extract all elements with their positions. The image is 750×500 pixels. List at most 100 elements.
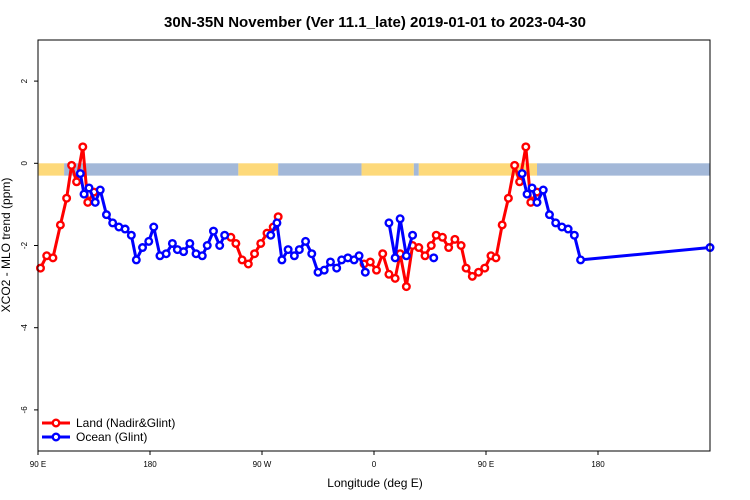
series-1-point-0-11 xyxy=(138,243,148,253)
y-tick-label-3: -4 xyxy=(20,324,29,332)
series-0-point-1-3 xyxy=(243,259,253,269)
series-0-point-2-19 xyxy=(474,267,484,277)
series-0-point-2-14 xyxy=(444,243,454,253)
y-tick-label-1: 0 xyxy=(20,161,29,166)
series-1-point-0-6 xyxy=(108,218,118,228)
series-1-point-0-15 xyxy=(161,249,171,259)
series-0-point-2-18 xyxy=(467,271,477,281)
series-1-point-0-23 xyxy=(208,226,218,236)
series-1 xyxy=(75,169,715,277)
legend-label-0: Land (Nadir&Glint) xyxy=(76,416,175,430)
series-1-point-1-9 xyxy=(319,265,329,275)
x-tick-label-4: 90 E xyxy=(478,460,494,469)
strip-land-3 xyxy=(238,163,279,176)
series-1-point-4-4 xyxy=(538,185,548,195)
x-tick-label-5: 180 xyxy=(591,460,605,469)
y-tick-label-2: -2 xyxy=(20,241,29,249)
series-1-point-1-0 xyxy=(266,230,276,240)
series-1-point-0-19 xyxy=(185,238,195,248)
x-axis: 90 E 180 90 W 0 90 E 180 xyxy=(30,451,605,469)
series-0-point-0-2 xyxy=(48,253,58,263)
series-0-point-2-24 xyxy=(503,193,513,203)
y-tick-label-4: -6 xyxy=(20,406,29,414)
series-1-point-0-3 xyxy=(90,197,100,207)
strip-ocean-2 xyxy=(64,163,239,176)
series-1-point-1-4 xyxy=(289,251,299,261)
series-0-point-2-15 xyxy=(450,234,460,244)
series-0-point-2-10 xyxy=(420,251,430,261)
series-0-point-2-25 xyxy=(510,160,520,170)
series-1-point-0-12 xyxy=(144,236,154,246)
series-1-point-0-1 xyxy=(79,189,89,199)
strip-ocean-4 xyxy=(278,163,362,176)
legend: Land (Nadir&Glint)Ocean (Glint) xyxy=(42,416,175,444)
series-1-point-0-2 xyxy=(84,183,94,193)
series-0-point-0-5 xyxy=(67,160,77,170)
x-axis-label: Longitude (deg E) xyxy=(327,476,422,490)
series-0-point-2-9 xyxy=(414,243,424,253)
series-0-point-1-1 xyxy=(231,238,241,248)
series-1-point-4-6 xyxy=(551,218,561,228)
series-0-point-2-27 xyxy=(521,142,531,152)
strip-land-5 xyxy=(361,163,414,176)
series-0-point-0-3 xyxy=(55,220,65,230)
chart-title: 30N-35N November (Ver 11.1_late) 2019-01… xyxy=(164,14,586,31)
y-axis: 2 0 -2 -4 -6 xyxy=(20,78,38,413)
x-tick-label-3: 0 xyxy=(372,460,377,469)
series-0-point-2-13 xyxy=(437,232,447,242)
x-tick-label-1: 180 xyxy=(143,460,157,469)
land-ocean-strip xyxy=(38,163,710,176)
series-1-point-2-1 xyxy=(390,253,400,263)
series-0-point-0-0 xyxy=(35,263,45,273)
series-0-point-1-5 xyxy=(256,238,266,248)
series-1-point-2-0 xyxy=(384,218,394,228)
series-1-point-4-2 xyxy=(527,183,537,193)
series-1-point-1-15 xyxy=(354,251,364,261)
series-0-point-0-8 xyxy=(83,197,93,207)
series-1-point-4-3 xyxy=(532,197,542,207)
series-0-point-2-3 xyxy=(378,249,388,259)
series-1-point-3-0 xyxy=(429,253,439,263)
y-tick-label-0: 2 xyxy=(20,78,29,83)
series-1-point-1-1 xyxy=(272,218,282,228)
series-0-point-2-11 xyxy=(426,240,436,250)
x-tick-label-2: 90 W xyxy=(253,460,272,469)
series-0-point-0-7 xyxy=(78,142,88,152)
series-0-point-2-17 xyxy=(461,263,471,273)
series-0-point-2-26 xyxy=(515,177,525,187)
series-1-point-1-5 xyxy=(294,245,304,255)
series-0 xyxy=(35,142,542,292)
series-1-point-1-16 xyxy=(360,267,370,277)
series-0-point-2-23 xyxy=(497,220,507,230)
series-1-point-1-2 xyxy=(277,255,287,265)
legend-marker-1 xyxy=(51,432,61,442)
y-axis-label: XCO2 - MLO trend (ppm) xyxy=(0,178,13,313)
series-1-point-0-4 xyxy=(95,185,105,195)
series-1-point-0-10 xyxy=(131,255,141,265)
series-1-point-0-0 xyxy=(75,169,85,179)
series-1-point-1-7 xyxy=(307,249,317,259)
series-0-point-2-1 xyxy=(365,257,375,267)
series-1-point-0-22 xyxy=(202,240,212,250)
series-1-point-0-24 xyxy=(215,240,225,250)
series-1-point-1-6 xyxy=(301,236,311,246)
series-1-point-4-0 xyxy=(517,169,527,179)
series-1-point-2-2 xyxy=(395,214,405,224)
series-0-point-2-2 xyxy=(371,265,381,275)
series-1-point-4-8 xyxy=(563,224,573,234)
series-0-point-2-4 xyxy=(384,269,394,279)
series-1-point-4-1 xyxy=(522,189,532,199)
series-1-point-4-10 xyxy=(576,255,586,265)
series-1-point-0-18 xyxy=(179,247,189,257)
series-1-point-4-9 xyxy=(569,230,579,240)
series-0-point-2-20 xyxy=(480,263,490,273)
series-0-point-0-4 xyxy=(62,193,72,203)
series-layer xyxy=(35,142,715,292)
series-0-point-1-2 xyxy=(237,255,247,265)
strip-ocean-6 xyxy=(413,163,419,176)
strip-land-1 xyxy=(38,163,65,176)
series-1-point-1-3 xyxy=(283,245,293,255)
series-1-point-0-13 xyxy=(149,222,159,232)
legend-marker-0 xyxy=(51,418,61,428)
